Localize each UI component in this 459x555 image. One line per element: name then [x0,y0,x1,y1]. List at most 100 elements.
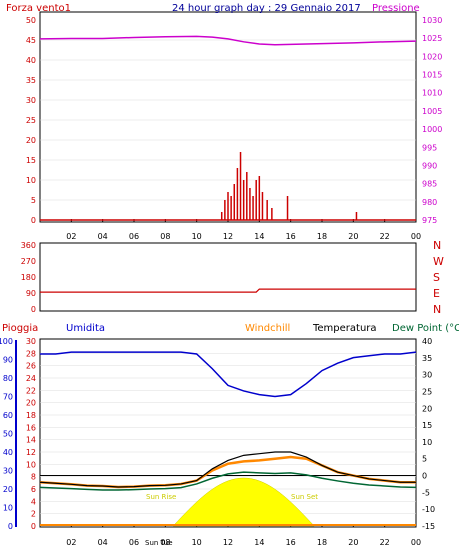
pressure-tick-label: 975 [422,216,437,225]
windchill-label: Windchill [245,323,290,334]
time-tick-label: 16 [286,232,296,241]
time-tick-label: 04 [98,538,108,547]
direction-tick-label: 360 [21,241,36,250]
humidity-tick-label: 80 [3,374,13,383]
humidity-tick-label: 70 [3,393,13,402]
wind-speed-tick-label: 40 [26,56,36,65]
wind-speed-tick-label: 0 [31,216,36,225]
time-tick-label: 14 [254,538,264,547]
temperature-tick-label: -10 [422,505,435,514]
rain-tick-label: 14 [26,436,36,445]
rain-tick-label: 10 [26,460,36,469]
wind-speed-tick-label: 45 [26,36,36,45]
temperature-label: Temperatura [312,323,377,334]
humidity-tick-label: 90 [3,356,13,365]
wind-speed-tick-label: 10 [26,176,36,185]
temperature-tick-label: 5 [422,455,427,464]
time-tick-label: 16 [286,538,296,547]
temperature-tick-label: 30 [422,371,432,380]
wind-speed-tick-label: 20 [26,136,36,145]
sun-tue-label: Sun Tue [145,539,173,547]
rain-tick-label: 20 [26,399,36,408]
time-tick-label: 02 [66,232,76,241]
rain-tick-label: 28 [26,349,36,358]
time-tick-label: 04 [98,232,108,241]
wind-pressure-panel [39,11,417,223]
wind-speed-label: Forza vento1 [6,3,71,14]
pressure-tick-label: 1010 [422,89,442,98]
temperature-tick-label: 10 [422,438,432,447]
rain-tick-label: 24 [26,374,36,383]
time-tick-label: 20 [348,232,358,241]
rain-label: Pioggia [2,323,38,334]
pressure-line [39,35,417,46]
rain-tick-label: 4 [31,497,36,506]
rain-tick-label: 18 [26,411,36,420]
graph-title: 24 hour graph day : 29 Gennaio 2017 [172,3,361,14]
sun-set-label: Sun Set [291,493,318,501]
temperature-tick-label: 25 [422,387,432,396]
humidity-tick-label: 0 [8,522,13,531]
rain-tick-label: 6 [31,485,36,494]
time-tick-label: 12 [223,538,233,547]
humidity-tick-label: 100 [0,337,13,346]
time-tick-label: 06 [129,538,139,547]
humidity-line [40,351,417,398]
pressure-tick-label: 1020 [422,52,442,61]
rain-tick-label: 16 [26,423,36,432]
solar-radiation-area [172,477,315,527]
wind-speed-tick-label: 30 [26,96,36,105]
compass-label: E [433,287,440,300]
temperature-tick-label: 40 [422,337,432,346]
rain-tick-label: 2 [31,510,36,519]
rain-tick-label: 30 [26,337,36,346]
temperature-tick-label: 15 [422,421,432,430]
compass-label: S [433,271,440,284]
time-tick-label: 20 [348,538,358,547]
pressure-tick-label: 995 [422,143,437,152]
wind-speed-tick-label: 50 [26,16,36,25]
pressure-tick-label: 1005 [422,107,442,116]
time-tick-label: 14 [254,232,264,241]
temperature-tick-label: -5 [422,488,430,497]
time-tick-label: 08 [160,232,170,241]
pressure-tick-label: 1015 [422,71,442,80]
wind-direction-panel [39,242,417,312]
rain-tick-label: 22 [26,386,36,395]
temperature-tick-label: 0 [422,472,427,481]
pressure-tick-label: 1030 [422,16,442,25]
wind-speed-tick-label: 5 [31,196,36,205]
humidity-tick-label: 50 [3,430,13,439]
pressure-tick-label: 985 [422,180,437,189]
wind-speed-tick-label: 35 [26,76,36,85]
time-tick-label: 18 [317,538,327,547]
rain-bar [40,524,416,526]
sun-rise-label: Sun Rise [146,493,176,501]
rain-tick-label: 12 [26,448,36,457]
rain-tick-label: 0 [31,522,36,531]
wind-speed-tick-label: 15 [26,156,36,165]
direction-tick-label: 180 [21,273,36,282]
time-tick-label: 06 [129,232,139,241]
humidity-tick-label: 10 [3,504,13,513]
dewpoint-label: Dew Point (°C [392,323,459,334]
rain-tick-label: 8 [31,473,36,482]
time-tick-label: 00 [411,538,421,547]
pressure-tick-label: 990 [422,161,437,170]
pressure-tick-label: 980 [422,198,437,207]
direction-tick-label: 90 [26,289,36,298]
time-tick-label: 00 [411,232,421,241]
dewpoint-line [39,471,417,491]
humidity-tick-label: 30 [3,467,13,476]
humidity-label: Umidita [66,323,105,334]
compass-label: W [433,255,444,268]
humidity-tick-label: 60 [3,411,13,420]
time-tick-label: 08 [160,538,170,547]
time-tick-label: 10 [192,538,202,547]
pressure-tick-label: 1025 [422,34,442,43]
time-tick-label: 10 [192,232,202,241]
time-tick-label: 22 [380,538,390,547]
time-tick-label: 12 [223,232,233,241]
rain-tick-label: 26 [26,362,36,371]
